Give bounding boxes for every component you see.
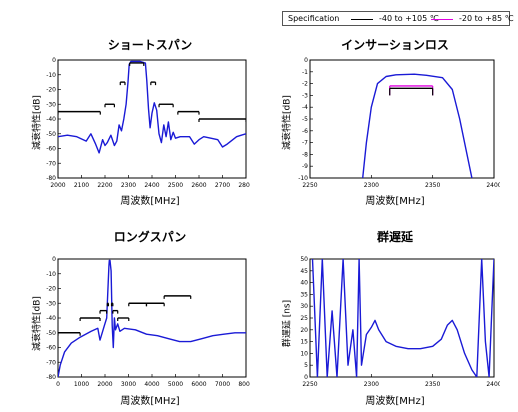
insertion-loss-ytick-label: -7 [302,140,308,147]
long-span-xtick-label: 5000 [168,381,183,388]
long-span-ytick-label: -80 [46,374,56,381]
legend-magenta-swatch [431,19,453,20]
short-span-ytick-label: -10 [46,72,56,79]
insertion-loss-xtick-label: 2350 [425,182,440,189]
group-delay-ytick-label: 40 [300,280,308,287]
group-delay-ytick-label: 20 [300,327,308,334]
short-span-plot-area [58,60,246,154]
short-span-ytick-label: -20 [46,87,56,94]
group-delay-ytick-label: 5 [304,362,308,369]
insertion-loss-ytick-label: -9 [302,163,308,170]
insertion-loss-ytick-label: -8 [302,151,308,158]
xlabel-insertion-loss: 周波数[MHz] [365,196,425,207]
long-span-xtick-label: 0 [56,381,60,388]
insertion-loss-xtick-label: 2300 [364,182,379,189]
short-span-series-line [58,60,246,154]
legend-title: Specification [288,14,340,23]
xlabel-group-delay: 周波数[MHz] [365,396,425,407]
insertion-loss-ytick-label: -2 [302,81,308,88]
long-span-plot-area [58,259,246,377]
xlabel-long-span: 周波数[MHz] [120,396,180,407]
group-delay-ytick-label: 45 [300,268,308,275]
group-delay-ytick-label: 10 [300,350,308,357]
insertion-loss-ytick-label: -1 [302,69,308,76]
group-delay-xtick-label: 2250 [302,381,317,388]
insertion-loss-series-line [362,73,473,178]
long-span-ytick-label: -40 [46,315,56,322]
long-span-ytick-label: -50 [46,330,56,337]
long-span-ytick-label: -60 [46,345,56,352]
short-span-ytick-label: -70 [46,160,56,167]
insertion-loss-ytick-label: -6 [302,128,308,135]
short-span-ytick-label: -30 [46,101,56,108]
chart-title-long-span: ロングスパン [113,230,187,244]
insertion-loss-ytick-label: 0 [304,57,308,64]
group-delay-ytick-label: 25 [300,315,308,322]
insertion-loss-plot: 2250 2300 2350 2400 0 -1 -2 -3 -4 -5 -6 -7 -8 -9 -10 [298,57,500,189]
legend-black-swatch [351,19,373,20]
long-span-ytick-label: -10 [46,271,56,278]
insertion-loss-ytick-label: -10 [298,175,308,182]
chart-title-insertion-loss: インサーションロス [341,38,449,52]
long-span-ytick-label: -30 [46,300,56,307]
long-span-xtick-label: 4000 [144,381,159,388]
short-span-xtick-label: 2000 [50,182,65,189]
group-delay-xtick-label: 2300 [364,381,379,388]
short-span-xtick-label: 2700 [215,182,230,189]
long-span-ytick-label: 0 [52,256,56,263]
insertion-loss-ytick-label: -3 [302,92,308,99]
short-span-xtick-label: 2500 [168,182,183,189]
short-span-ytick-label: 0 [52,57,56,64]
short-span-xtick-label: 2200 [97,182,112,189]
long-span-xtick-label: 3000 [121,381,136,388]
xlabel-short-span: 周波数[MHz] [120,196,180,207]
group-delay-series-line [311,259,494,377]
insertion-loss-ytick-label: -4 [302,104,308,111]
short-span-ytick-label: -50 [46,131,56,138]
insertion-loss-ytick-label: -5 [302,116,308,123]
long-span-ytick-label: -70 [46,359,56,366]
long-span-ytick-label: -20 [46,286,56,293]
short-span-ytick-label: -40 [46,116,56,123]
group-delay-plot-area [311,259,494,377]
group-delay-ytick-label: 0 [304,374,308,381]
insertion-loss-frame [309,59,495,179]
chart-title-short-span: ショートスパン [107,38,193,52]
short-span-ytick-label: -80 [46,175,56,182]
group-delay-xtick-label: 2350 [425,381,440,388]
group-delay-xtick-label: 2400 [486,381,500,388]
group-delay-ytick-label: 50 [300,256,308,263]
short-span-xtick-label: 2100 [74,182,89,189]
short-span-xtick-label: 2600 [191,182,206,189]
short-span-xtick-label: 2400 [144,182,159,189]
legend-black-label: -40 to +105 ℃ [379,14,439,23]
legend-magenta-label: -20 to +85 ℃ [459,14,514,23]
long-span-xtick-label: 1000 [74,381,89,388]
insertion-loss-xtick-label: 2250 [302,182,317,189]
long-span-series-line [58,259,246,377]
insertion-loss-xtick-label: 2400 [486,182,500,189]
group-delay-ytick-label: 15 [300,339,308,346]
long-span-xtick-label: 2000 [97,381,112,388]
short-span-ytick-label: -60 [46,146,56,153]
group-delay-ytick-label: 30 [300,303,308,310]
chart-title-group-delay: 群遅延 [376,230,413,244]
group-delay-ytick-label: 35 [300,291,308,298]
short-span-xtick-label: 2300 [121,182,136,189]
insertion-loss-plot-area [362,73,473,178]
spec-legend: Specification -40 to +105 ℃ -20 to +85 ℃ [282,11,514,26]
long-span-xtick-label: 7000 [215,381,230,388]
long-span-xtick-label: 6000 [191,381,206,388]
